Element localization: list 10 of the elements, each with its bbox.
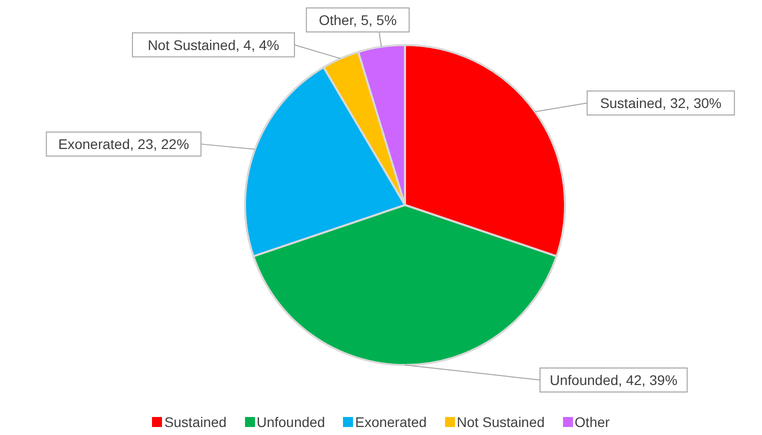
- legend-label: Not Sustained: [456, 414, 545, 430]
- legend-label: Exonerated: [354, 414, 427, 430]
- legend-label: Other: [574, 414, 610, 430]
- category-label: Not Sustained, 4, 4%: [148, 36, 280, 53]
- category-label: Unfounded, 42, 39%: [550, 372, 678, 388]
- legend-label: Unfounded: [256, 414, 326, 430]
- category-label: Other, 5, 5%: [318, 12, 397, 28]
- category-label: Exonerated, 23, 22%: [58, 136, 190, 152]
- legend-label: Sustained: [163, 414, 227, 430]
- category-label: Sustained, 32, 30%: [600, 94, 722, 111]
